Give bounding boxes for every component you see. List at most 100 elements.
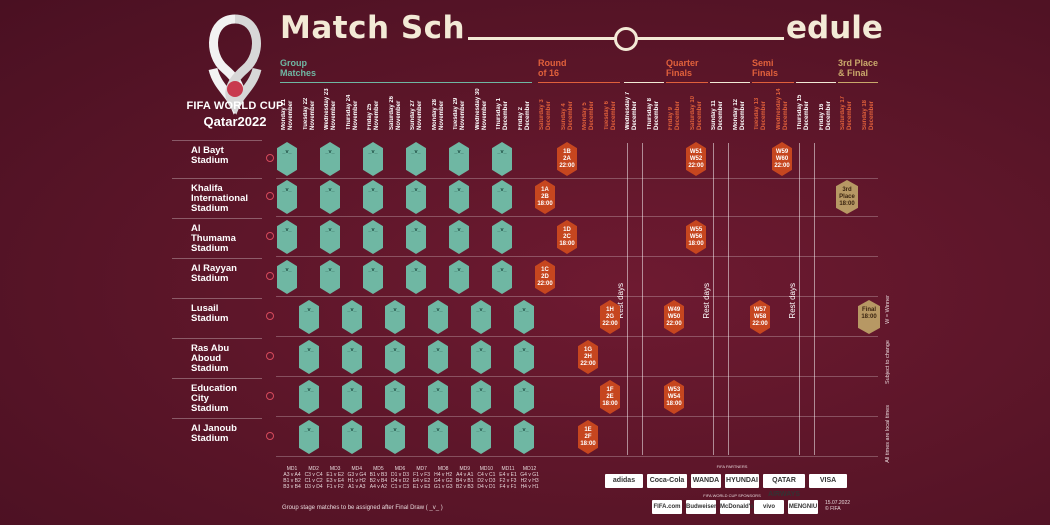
venue-divider [172,218,262,219]
matchday-groups: MD9 A4 v A1 B4 v B1 B2 v B3 [456,466,474,490]
day-header: Wednesday 14 December [776,88,789,130]
group-match-hex: _v_ [342,420,362,454]
group-match-hex: _v_ [363,220,383,254]
day-header: Saturday 17 December [840,95,853,130]
day-header: Tuesday 29 November [453,97,466,130]
group-match-hex: _v_ [277,142,297,176]
group-match-hex: _v_ [406,220,426,254]
quarter-final-match: W49 W50 22:00 [664,300,684,334]
venue-name: Al Thumama Stadium [191,223,236,254]
group-match-hex: _v_ [299,340,319,374]
row-marker-icon [266,352,274,360]
matchday-groups: MD12 G4 v G1 H2 v H3 H4 v H1 [520,466,539,490]
section-line-group [280,82,532,83]
venue-name: Ras Abu Aboud Stadium [191,343,230,374]
group-match-hex: _v_ [492,180,512,214]
partner-logo: HYUNDAI [725,474,759,488]
row-marker-icon [266,192,274,200]
section-quarter-finals: Quarter Finals [666,58,699,78]
group-match-hex: _v_ [492,260,512,294]
third-place-match: 3rd Place 18:00 [836,180,858,214]
brand-subtitle: Qatar2022 [203,114,267,129]
group-match-hex: _v_ [514,380,534,414]
matchday-groups: MD6 D1 v D3 D4 v D2 C1 v C3 [390,466,410,490]
partner-logo: VISA [809,474,847,488]
group-match-hex: _v_ [320,260,340,294]
partner-logo: QATAR AIRWAYS [763,474,805,498]
group-match-hex: _v_ [449,180,469,214]
group-match-hex: _v_ [471,420,491,454]
row-divider [276,456,878,457]
r16-match: 1E 2F 18:00 [578,420,598,454]
day-header: Wednesday 23 November [324,88,337,130]
row-marker-icon [266,312,274,320]
section-final: 3rd Place & Final [838,58,879,78]
day-header: Thursday 1 December [496,97,509,130]
world-cup-trophy-logo [208,14,262,115]
matchday-groups: MD4 G3 v G4 H1 v H2 A1 v A3 [347,466,367,490]
group-match-hex: _v_ [428,380,448,414]
matchday-groups: MD10 C4 v C1 D2 v D3 D4 v D1 [477,466,496,490]
r16-match: 1H 2G 22:00 [600,300,620,334]
semi-final-match: W57 W58 22:00 [750,300,770,334]
venue-divider [172,418,262,419]
matchday-groups: MD7 F1 v F3 E4 v E2 E1 v E3 [412,466,431,490]
group-match-hex: _v_ [299,420,319,454]
day-header: Saturday 3 December [539,99,552,130]
partner-logo: WANDA [691,474,721,488]
day-header: Monday 5 December [582,100,595,130]
day-header: Friday 25 November [367,100,380,130]
sponsor-logo: vivo [754,500,784,514]
section-line-rest2 [710,82,750,83]
row-divider [276,256,878,257]
group-match-hex: _v_ [299,300,319,334]
group-match-hex: _v_ [342,380,362,414]
group-match-hex: _v_ [449,142,469,176]
row-marker-icon [266,432,274,440]
footer-note: Group stage matches to be assigned after… [282,505,443,511]
group-match-hex: _v_ [320,220,340,254]
venue-divider [172,140,262,141]
group-match-hex: _v_ [277,180,297,214]
row-marker-icon [266,232,274,240]
rest-days-column-1: Rest days [616,143,643,455]
r16-match: 1F 2E 18:00 [600,380,620,414]
venue-name: Al Bayt Stadium [191,145,229,166]
page-title-left: Match Sch [280,10,466,46]
sponsor-logo: Budweiser [686,500,716,514]
group-match-hex: _v_ [514,300,534,334]
day-header: Thursday 24 November [346,94,359,130]
group-match-hex: _v_ [342,340,362,374]
day-header: Saturday 26 November [389,95,402,130]
venue-name: Al Rayyan Stadium [191,263,237,284]
row-divider [276,178,878,179]
venue-divider [172,178,262,179]
section-line-rest3 [796,82,836,83]
day-header: Friday 2 December [518,100,531,130]
day-header: Tuesday 6 December [604,100,617,130]
section-line-r16 [538,82,620,83]
section-line-sf [752,82,794,83]
row-divider [276,216,878,217]
row-divider [276,376,878,377]
local-times-note: All times are local times [885,405,891,463]
r16-match: 1G 2H 22:00 [578,340,598,374]
group-match-hex: _v_ [342,300,362,334]
group-match-hex: _v_ [471,300,491,334]
row-marker-icon [266,392,274,400]
row-marker-icon [266,154,274,162]
group-match-hex: _v_ [363,180,383,214]
row-divider [276,336,878,337]
winner-note: W = Winner [885,295,891,324]
group-match-hex: _v_ [449,220,469,254]
row-marker-icon [266,272,274,280]
partner-logo: Coca-Cola [647,474,687,488]
matchday-groups: MD5 B1 v B3 B2 v B4 A4 v A2 [369,466,388,490]
quarter-final-match: W55 W56 18:00 [686,220,706,254]
group-match-hex: _v_ [299,380,319,414]
matchday-groups: MD1 A3 v A4 B1 v B2 B3 v B4 [283,466,301,490]
group-match-hex: _v_ [385,300,405,334]
matchday-groups: MD11 E4 v E1 F2 v F3 F4 v F1 [499,466,517,490]
sponsor-logo: McDonald's [720,500,753,514]
